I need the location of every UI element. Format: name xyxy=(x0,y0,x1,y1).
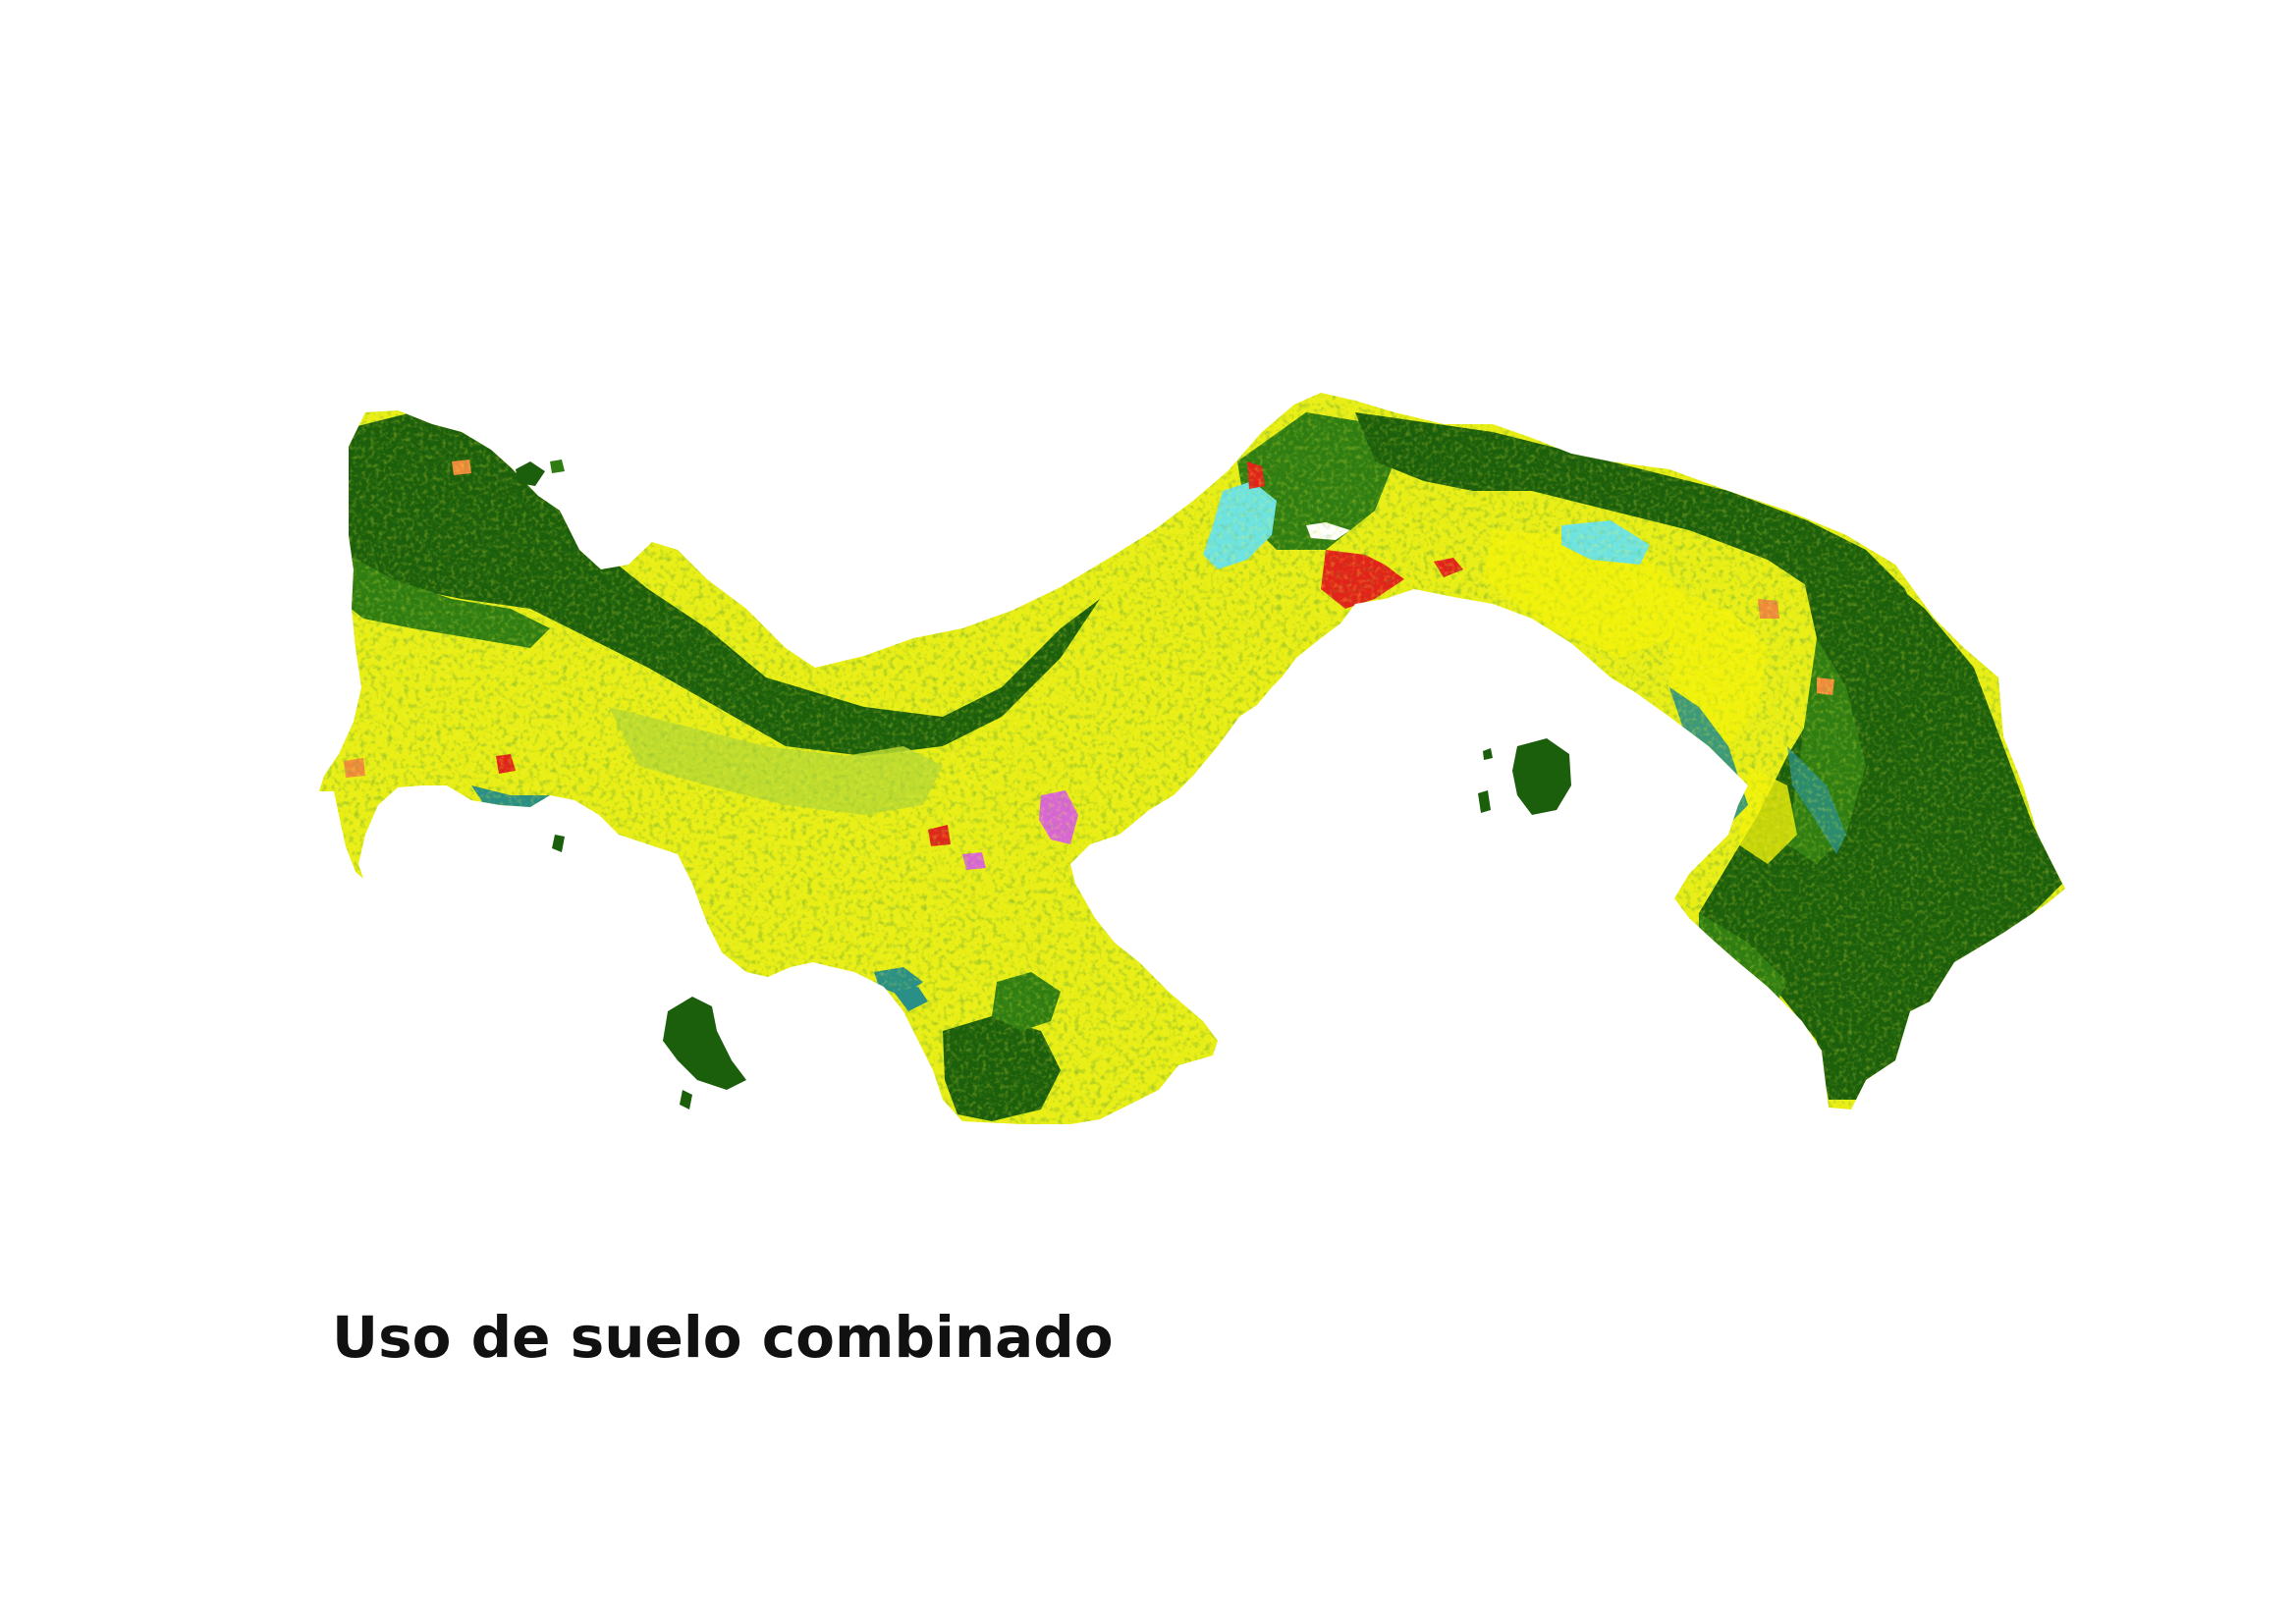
map-title: Uso de suelo combinado xyxy=(332,1304,1114,1371)
mainland-land-cover xyxy=(319,393,2065,1124)
coiba-island xyxy=(663,997,746,1090)
islands xyxy=(516,460,1571,1109)
rey-island xyxy=(1512,738,1571,815)
